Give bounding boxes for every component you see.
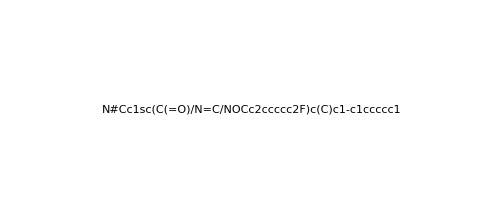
Text: N#Cc1sc(C(=O)/N=C/NOCc2ccccc2F)c(C)c1-c1ccccc1: N#Cc1sc(C(=O)/N=C/NOCc2ccccc2F)c(C)c1-c1… [102,104,401,115]
